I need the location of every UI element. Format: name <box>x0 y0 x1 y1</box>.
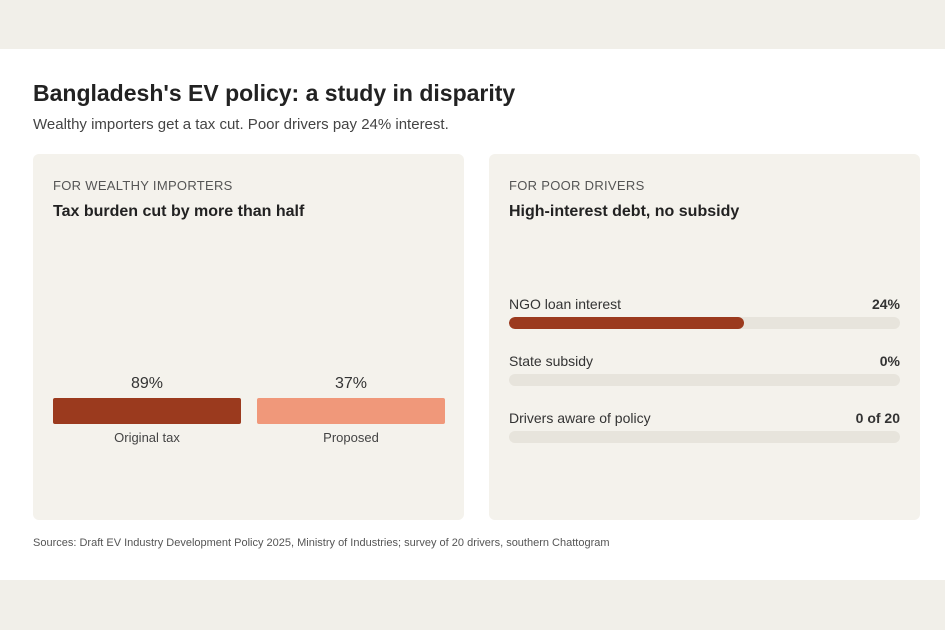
tax-bar-chart: 89% Original tax 37% Proposed <box>53 374 445 504</box>
metric-value: 0% <box>879 353 900 369</box>
metric-label: State subsidy <box>509 353 594 369</box>
chart-title: Bangladesh's EV policy: a study in dispa… <box>33 80 516 106</box>
metric-fill <box>509 317 744 329</box>
tax-bar-original <box>53 398 241 424</box>
metric-label: NGO loan interest <box>509 296 622 312</box>
metric-value: 24% <box>871 296 900 312</box>
importers-kicker: FOR WEALTHY IMPORTERS <box>53 178 233 193</box>
metric-track <box>509 317 900 329</box>
metric-label: Drivers aware of policy <box>509 410 651 426</box>
importers-panel: FOR WEALTHY IMPORTERS Tax burden cut by … <box>33 154 464 520</box>
drivers-panel: FOR POOR DRIVERS High-interest debt, no … <box>489 154 920 520</box>
chart-card: Bangladesh's EV policy: a study in dispa… <box>0 49 945 580</box>
drivers-panel-title: High-interest debt, no subsidy <box>509 203 740 220</box>
source-note: Sources: Draft EV Industry Development P… <box>33 537 610 549</box>
tax-bar-chart-svg: 89% Original tax 37% Proposed <box>53 375 445 445</box>
tax-bar-value-label: 37% <box>335 375 367 392</box>
tax-bar-proposed <box>257 398 445 424</box>
tax-bar-value-label: 89% <box>131 375 163 392</box>
metric-value: 0 of 20 <box>855 410 900 426</box>
metric-track <box>509 431 900 443</box>
tax-bar-category-label: Original tax <box>114 430 180 445</box>
importers-panel-title: Tax burden cut by more than half <box>53 203 305 220</box>
tax-bar-category-label: Proposed <box>323 430 379 445</box>
drivers-kicker: FOR POOR DRIVERS <box>509 178 645 193</box>
chart-subtitle: Wealthy importers get a tax cut. Poor dr… <box>33 116 449 133</box>
metric-track <box>509 374 900 386</box>
